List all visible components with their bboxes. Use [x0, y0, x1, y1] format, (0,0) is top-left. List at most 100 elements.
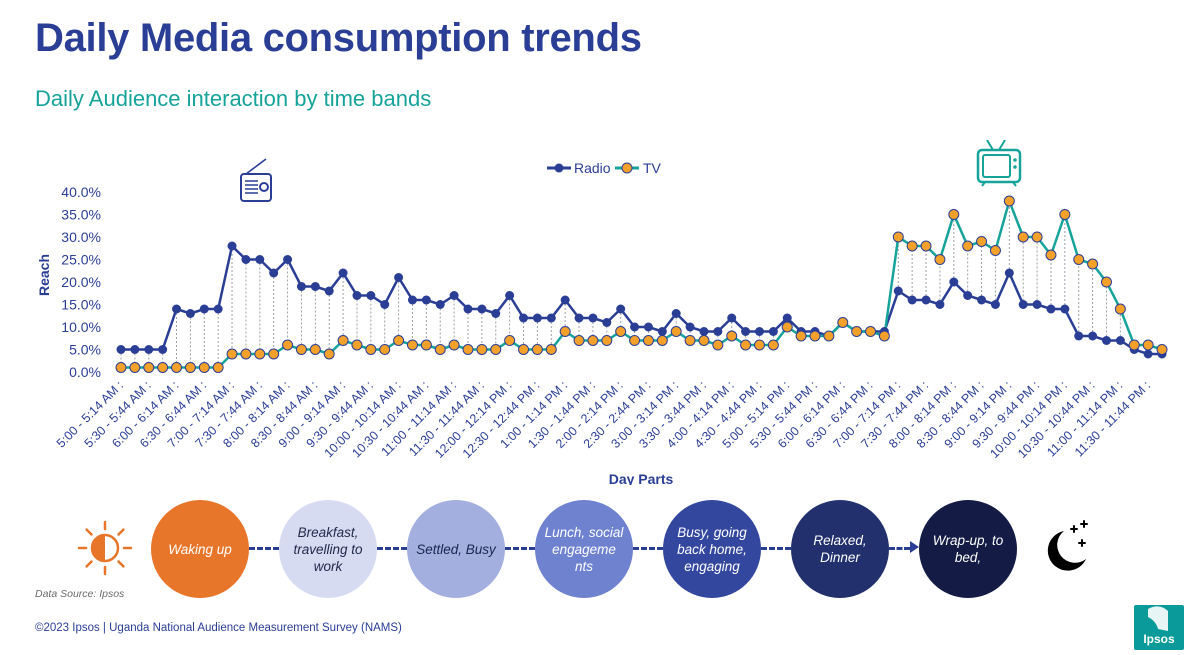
tv-point	[837, 317, 849, 328]
stage-label: Waking up	[168, 541, 232, 557]
radio-point	[1032, 300, 1042, 309]
tv-point	[531, 344, 543, 355]
radio-icon	[240, 158, 272, 202]
radio-point	[1074, 331, 1084, 341]
legend-radio-label: Radio	[574, 160, 611, 176]
moon-stars-icon	[1047, 520, 1088, 571]
tv-point	[865, 326, 877, 337]
radio-point	[394, 273, 404, 282]
tv-point	[1087, 258, 1099, 270]
radio-point	[255, 255, 265, 264]
radio-point	[1018, 300, 1028, 309]
y-axis: 0.0% 5.0% 10.0% 15.0% 20.0% 25.0% 30.0% 35.0% 40…	[61, 184, 101, 380]
tv-point	[587, 335, 599, 346]
tv-point	[892, 231, 904, 243]
tv-point	[406, 339, 418, 351]
radio-point	[977, 295, 987, 305]
radio-point	[158, 345, 168, 354]
tv-point	[573, 335, 585, 346]
radio-point	[643, 322, 653, 332]
radio-point	[241, 255, 251, 264]
tv-point	[1017, 231, 1029, 243]
tv-point	[323, 348, 335, 360]
page-subtitle: Daily Audience interaction by time bands	[35, 86, 432, 111]
tv-point	[240, 348, 252, 360]
tv-point	[462, 344, 474, 355]
tv-point	[740, 339, 752, 351]
radio-point	[1060, 304, 1070, 314]
tv-point	[115, 362, 127, 373]
stage-connector	[377, 547, 407, 550]
radio-point	[1101, 336, 1111, 345]
tv-point	[379, 344, 391, 355]
sun-icon	[77, 520, 133, 576]
radio-point	[505, 291, 515, 300]
stage-circle: Breakfast, travelling to work	[279, 500, 377, 598]
tv-point	[989, 245, 1001, 256]
radio-point	[477, 304, 487, 314]
radio-point	[560, 295, 570, 305]
radio-point	[130, 345, 140, 354]
tv-point	[642, 335, 654, 346]
tv-point	[878, 330, 890, 342]
y-tick-label: 35.0%	[61, 207, 101, 223]
stage-label: Busy, going back home, engaging	[677, 524, 747, 574]
radio-point	[963, 291, 973, 300]
stage-label: Breakfast, travelling to work	[293, 524, 363, 574]
tv-point	[1100, 276, 1112, 288]
stage-connector	[889, 547, 910, 550]
stage-label: Settled, Busy	[416, 541, 496, 557]
tv-point	[490, 344, 502, 355]
radio-point	[380, 300, 390, 309]
tv-point	[1114, 303, 1126, 315]
y-tick-label: 0.0%	[69, 364, 101, 380]
tv-point	[601, 335, 613, 346]
tv-point	[171, 362, 183, 373]
radio-point	[754, 327, 764, 336]
tv-point	[976, 236, 988, 247]
stage-circle: Lunch, social engageme nts	[535, 500, 633, 598]
tv-point	[184, 362, 196, 373]
radio-point	[491, 309, 501, 318]
radio-point	[671, 309, 681, 318]
tv-point	[809, 330, 821, 342]
tv-point	[393, 335, 405, 346]
series-lines	[121, 197, 1163, 369]
tv-point	[295, 344, 307, 355]
radio-point	[1046, 304, 1056, 314]
tv-point	[615, 326, 627, 337]
radio-point	[630, 322, 640, 332]
radio-point	[269, 268, 279, 278]
tv-point	[1059, 209, 1071, 220]
radio-point	[699, 327, 709, 336]
y-axis-label: Reach	[36, 254, 52, 296]
drop-lines	[120, 201, 1163, 368]
tv-point	[129, 362, 141, 373]
tv-point	[1045, 249, 1057, 261]
y-tick-label: 20.0%	[61, 274, 101, 290]
tv-point	[851, 326, 863, 337]
tv-point	[282, 339, 294, 351]
radio-point	[283, 255, 293, 264]
tv-point	[1142, 339, 1154, 351]
radio-point	[185, 309, 195, 318]
tv-point	[629, 335, 641, 346]
radio-point	[352, 291, 362, 300]
tv-point	[268, 348, 280, 360]
radio-point	[546, 313, 556, 323]
series-line-radio	[121, 243, 1162, 356]
tv-point	[365, 344, 377, 355]
tv-point	[670, 326, 682, 337]
tv-point	[157, 362, 169, 373]
stage-label: Wrap-up, to bed,	[932, 533, 1004, 565]
stage-circle: Settled, Busy	[407, 500, 505, 598]
stage-circle: Waking up	[151, 500, 249, 598]
radio-point	[1143, 349, 1153, 359]
radio-point	[602, 318, 612, 327]
radio-point	[421, 295, 431, 305]
radio-point	[657, 327, 667, 336]
tv-point	[781, 321, 793, 333]
tv-point	[559, 326, 571, 337]
radio-point	[741, 327, 751, 336]
tv-point	[448, 339, 460, 351]
